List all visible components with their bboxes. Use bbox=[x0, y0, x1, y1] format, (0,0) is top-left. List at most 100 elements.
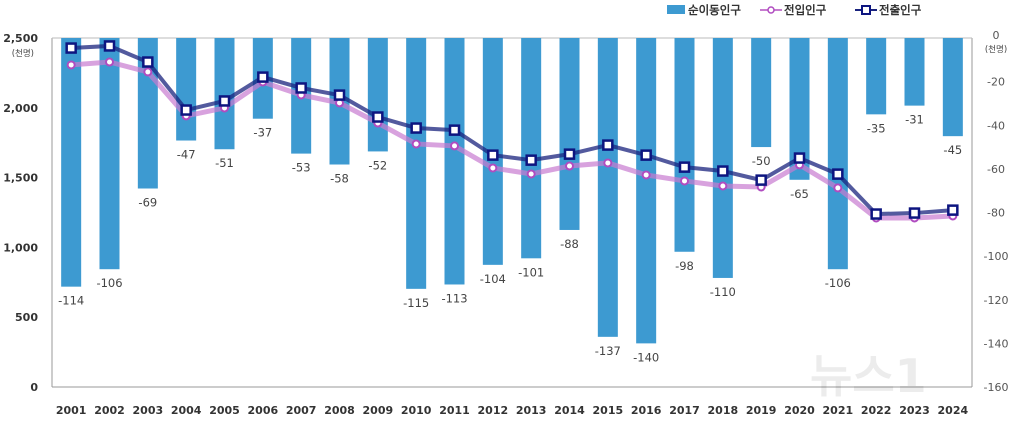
bar-data-label: -106 bbox=[825, 276, 851, 290]
right-tick-label: -160 bbox=[984, 381, 1009, 394]
move-out-point-2017 bbox=[678, 161, 691, 173]
bar-data-label: -115 bbox=[403, 296, 429, 310]
right-tick-label: -140 bbox=[984, 337, 1009, 350]
move-out-point-2018 bbox=[717, 165, 729, 177]
bar-2020 bbox=[789, 38, 810, 180]
bar-data-label: -110 bbox=[710, 285, 736, 299]
x-tick-label: 2021 bbox=[823, 404, 854, 417]
legend-marker-move-in bbox=[767, 6, 775, 14]
x-tick-label: 2006 bbox=[248, 404, 279, 417]
left-tick-label: 1,000 bbox=[3, 241, 38, 254]
move-out-point-2021 bbox=[832, 168, 844, 180]
x-tick-label: 2010 bbox=[401, 404, 432, 417]
right-tick-label: -100 bbox=[984, 250, 1009, 263]
bar-data-label: -45 bbox=[943, 143, 962, 157]
right-tick-label: 0 bbox=[993, 29, 1000, 42]
legend-label-move-in: 전입인구 bbox=[784, 3, 827, 17]
legend-label-net: 순이동인구 bbox=[688, 3, 741, 17]
move-in-point-2018 bbox=[718, 181, 728, 191]
move-out-point-2024 bbox=[947, 204, 959, 216]
x-tick-label: 2016 bbox=[631, 404, 662, 417]
move-in-point-2014 bbox=[565, 161, 574, 171]
x-tick-label: 2005 bbox=[209, 404, 240, 417]
bar-data-label: -52 bbox=[368, 158, 387, 172]
move-in-point-2001 bbox=[66, 60, 76, 70]
move-out-point-2003 bbox=[142, 56, 154, 68]
move-in-point-2021 bbox=[833, 183, 843, 193]
x-tick-label: 2023 bbox=[899, 404, 930, 417]
bar-data-label: -106 bbox=[96, 276, 122, 290]
left-tick-label: 2,000 bbox=[3, 102, 38, 115]
bar-data-label: -88 bbox=[560, 237, 579, 251]
move-out-point-2011 bbox=[448, 124, 461, 136]
legend-swatch-net bbox=[667, 5, 685, 14]
move-out-point-2007 bbox=[295, 82, 307, 94]
bar-data-label: -104 bbox=[480, 272, 506, 286]
move-out-point-2022 bbox=[870, 208, 882, 220]
move-out-point-2016 bbox=[640, 149, 652, 161]
x-tick-label: 2019 bbox=[746, 404, 777, 417]
x-tick-label: 2014 bbox=[554, 404, 585, 417]
bar-2017 bbox=[674, 38, 695, 252]
bar-data-label: -53 bbox=[292, 161, 311, 175]
bar-2014 bbox=[559, 38, 580, 230]
move-out-point-2001 bbox=[65, 42, 77, 54]
bar-2024 bbox=[942, 38, 963, 137]
move-out-point-2002 bbox=[103, 40, 116, 52]
bar-data-label: -35 bbox=[867, 121, 886, 135]
move-in-point-2010 bbox=[411, 139, 421, 149]
x-tick-label: 2009 bbox=[363, 404, 394, 417]
x-tick-label: 2004 bbox=[171, 404, 202, 417]
x-tick-label: 2002 bbox=[94, 404, 125, 417]
move-in-point-2012 bbox=[488, 163, 498, 173]
move-in-point-2003 bbox=[143, 67, 153, 77]
x-tick-label: 2013 bbox=[516, 404, 547, 417]
bar-data-label: -98 bbox=[675, 259, 694, 273]
right-axis-unit: (천명) bbox=[985, 44, 1007, 55]
bar-data-label: -114 bbox=[58, 294, 84, 308]
bar-2021 bbox=[827, 38, 848, 270]
move-in-point-2013 bbox=[526, 169, 536, 179]
bar-data-label: -140 bbox=[633, 350, 659, 364]
bar-2016 bbox=[636, 38, 657, 344]
legend-marker-move-out bbox=[861, 5, 871, 15]
left-axis-unit: (천명) bbox=[12, 48, 34, 59]
bar-2022 bbox=[866, 38, 887, 115]
bar-data-label: -113 bbox=[441, 291, 467, 305]
bar-data-label: -137 bbox=[595, 344, 621, 358]
line-move-in bbox=[70, 59, 953, 221]
bar-data-label: -50 bbox=[752, 154, 771, 168]
left-tick-label: 0 bbox=[30, 381, 38, 394]
bar-2023 bbox=[904, 38, 925, 106]
right-tick-label: -20 bbox=[987, 76, 1005, 89]
left-tick-label: 1,500 bbox=[3, 172, 38, 185]
bar-2013 bbox=[521, 38, 542, 259]
x-tick-label: 2011 bbox=[439, 404, 470, 417]
bar-2010 bbox=[406, 38, 427, 289]
bar-2019 bbox=[751, 38, 772, 148]
move-out-point-2010 bbox=[410, 122, 422, 134]
bar-data-label: -58 bbox=[330, 172, 349, 186]
x-tick-label: 2008 bbox=[324, 404, 355, 417]
bar-2011 bbox=[444, 38, 465, 285]
move-out-point-2014 bbox=[563, 148, 576, 160]
x-tick-label: 2007 bbox=[286, 404, 317, 417]
line-move-out bbox=[71, 43, 953, 217]
watermark-logo: 뉴스1 bbox=[810, 349, 927, 403]
left-tick-label: 2,500 bbox=[3, 32, 38, 45]
move-in-point-2011 bbox=[450, 141, 459, 151]
move-out-point-2020 bbox=[793, 152, 806, 164]
left-tick-label: 500 bbox=[15, 311, 38, 324]
right-tick-label: -60 bbox=[987, 163, 1005, 176]
bar-2018 bbox=[712, 38, 733, 278]
bar-data-label: -65 bbox=[790, 187, 809, 201]
x-tick-label: 2001 bbox=[56, 404, 87, 417]
move-in-point-2002 bbox=[105, 57, 114, 67]
move-out-point-2008 bbox=[333, 89, 346, 101]
bar-2009 bbox=[367, 38, 388, 152]
move-in-point-2015 bbox=[603, 158, 613, 168]
x-tick-label: 2018 bbox=[708, 404, 739, 417]
move-out-point-2005 bbox=[218, 95, 231, 107]
x-tick-label: 2024 bbox=[938, 404, 969, 417]
